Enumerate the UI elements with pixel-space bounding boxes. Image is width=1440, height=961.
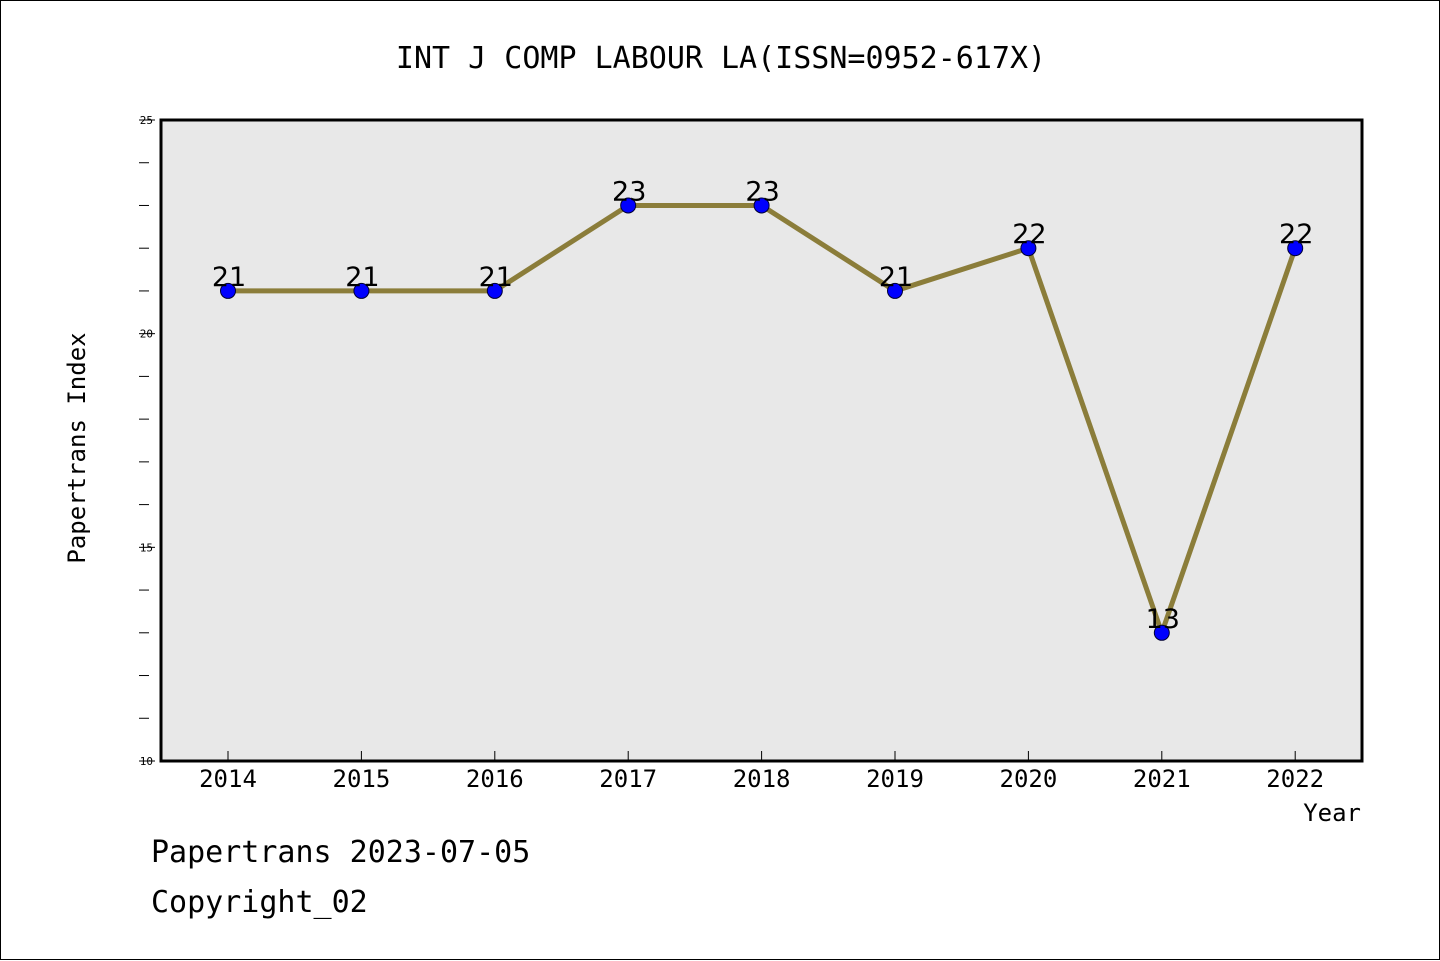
data-point — [1153, 624, 1170, 641]
x-tick-label: 2017 — [599, 765, 657, 793]
x-axis-ticks: 2014 2015 2016 2017 2018 2019 2020 2021 2022 — [199, 751, 1324, 793]
data-point — [887, 282, 903, 299]
data-label: 21 — [345, 262, 379, 293]
data-labels: 21 21 21 23 23 21 22 13 22 — [212, 176, 1314, 634]
x-tick-label: 2020 — [1000, 765, 1058, 793]
data-label: 21 — [479, 262, 513, 293]
data-label: 13 — [1146, 604, 1180, 635]
y-tick-label: 15 — [140, 541, 153, 554]
y-axis-label: Papertrans Index — [63, 332, 91, 563]
data-label: 21 — [879, 262, 913, 293]
data-point — [220, 282, 236, 299]
x-axis-label: Year — [1303, 799, 1361, 827]
data-label: 23 — [612, 176, 646, 207]
x-tick-label: 2016 — [466, 765, 524, 793]
y-tick-label: 25 — [140, 114, 153, 127]
x-tick-label: 2021 — [1133, 765, 1191, 793]
data-label: 22 — [1279, 219, 1313, 250]
y-tick-label: 20 — [140, 328, 153, 341]
series-papertrans-index — [220, 197, 1304, 641]
footer-copyright: Copyright_02 — [151, 885, 368, 920]
data-label: 21 — [212, 262, 246, 293]
y-axis-ticks: 10 15 20 25 — [139, 114, 155, 768]
data-point — [353, 282, 370, 299]
data-point — [486, 282, 503, 299]
data-point — [1287, 240, 1304, 257]
x-tick-label: 2019 — [866, 765, 924, 793]
plot-area — [159, 118, 1364, 763]
data-label: 22 — [1012, 219, 1046, 250]
chart-title: INT J COMP LABOUR LA(ISSN=0952-617X) — [396, 41, 1046, 76]
x-tick-label: 2014 — [199, 765, 257, 793]
data-point — [753, 197, 770, 214]
data-label: 23 — [745, 176, 779, 207]
x-tick-label: 2018 — [733, 765, 791, 793]
footer-date: Papertrans 2023-07-05 — [151, 835, 531, 870]
x-tick-label: 2022 — [1266, 765, 1324, 793]
y-tick-label: 10 — [140, 755, 153, 768]
x-tick-label: 2015 — [333, 765, 391, 793]
data-point — [620, 197, 637, 214]
data-point — [1020, 240, 1037, 257]
